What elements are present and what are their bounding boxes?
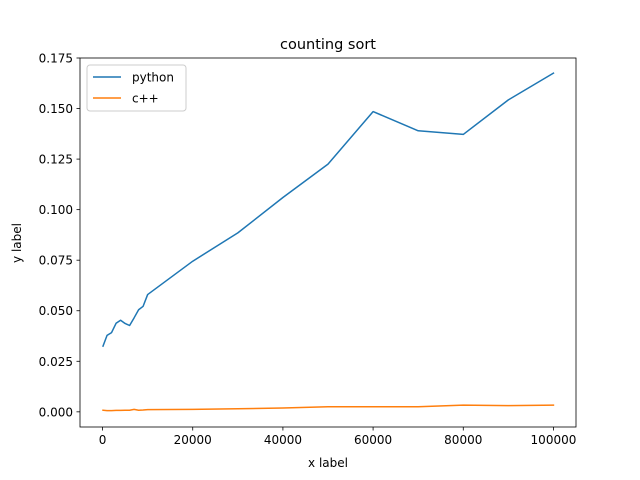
legend: python c++ — [86, 64, 187, 112]
x-tick-label: 40000 — [264, 433, 302, 447]
y-axis-label: y label — [10, 223, 24, 263]
legend-label: python — [132, 71, 174, 85]
x-tick-label: 20000 — [174, 433, 212, 447]
x-axis-label: x label — [308, 456, 348, 470]
chart-title: counting sort — [280, 37, 376, 53]
series-line-cplus — [102, 404, 555, 412]
y-tick-label: 0.075 — [39, 254, 73, 268]
legend-label: c++ — [132, 92, 159, 106]
y-axis: 0.000 0.025 0.050 0.075 0.100 0.125 0.150 0.175 — [39, 52, 80, 419]
x-tick-label: 80000 — [444, 433, 482, 447]
plot-area — [79, 57, 577, 428]
x-axis: 0 20000 40000 60000 80000 100000 — [99, 427, 577, 447]
y-tick-label: 0.025 — [39, 355, 73, 369]
y-tick-label: 0.000 — [39, 405, 73, 419]
y-tick-label: 0.150 — [39, 102, 73, 116]
series-layer — [102, 72, 555, 412]
x-tick-label: 100000 — [531, 433, 577, 447]
x-tick-label: 60000 — [354, 433, 392, 447]
y-tick-label: 0.125 — [39, 153, 73, 167]
series-line-python — [102, 72, 555, 348]
plot-frame — [79, 57, 577, 428]
y-tick-label: 0.050 — [39, 304, 73, 318]
y-tick-label: 0.175 — [39, 52, 73, 66]
y-tick-label: 0.100 — [39, 203, 73, 217]
x-tick-label: 0 — [99, 433, 107, 447]
